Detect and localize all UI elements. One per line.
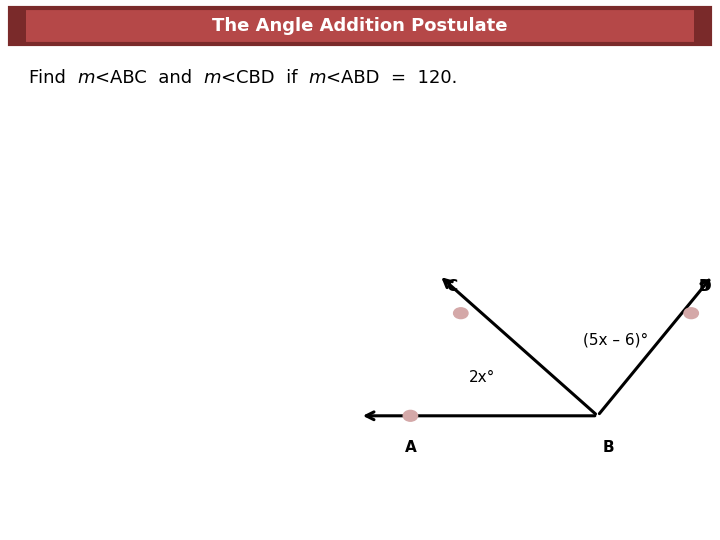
Text: <ABD  =  120.: <ABD = 120. — [326, 69, 458, 87]
Text: m: m — [77, 69, 94, 87]
Circle shape — [454, 308, 468, 319]
Bar — [694, 8, 710, 44]
Bar — [10, 8, 710, 44]
Circle shape — [684, 308, 698, 319]
Text: Find: Find — [29, 69, 77, 87]
Text: (5x – 6)°: (5x – 6)° — [583, 333, 648, 348]
Text: D: D — [698, 279, 711, 294]
Text: m: m — [203, 69, 221, 87]
Text: <CBD  if: <CBD if — [221, 69, 309, 87]
Text: 2x°: 2x° — [469, 370, 495, 386]
Circle shape — [403, 410, 418, 421]
Text: A: A — [405, 440, 416, 455]
Text: <ABC  and: <ABC and — [94, 69, 203, 87]
Text: The Angle Addition Postulate: The Angle Addition Postulate — [212, 17, 508, 35]
Text: C: C — [446, 279, 458, 294]
Text: m: m — [309, 69, 326, 87]
Bar — [10, 8, 26, 44]
Text: B: B — [603, 440, 614, 455]
Bar — [10, 8, 710, 44]
